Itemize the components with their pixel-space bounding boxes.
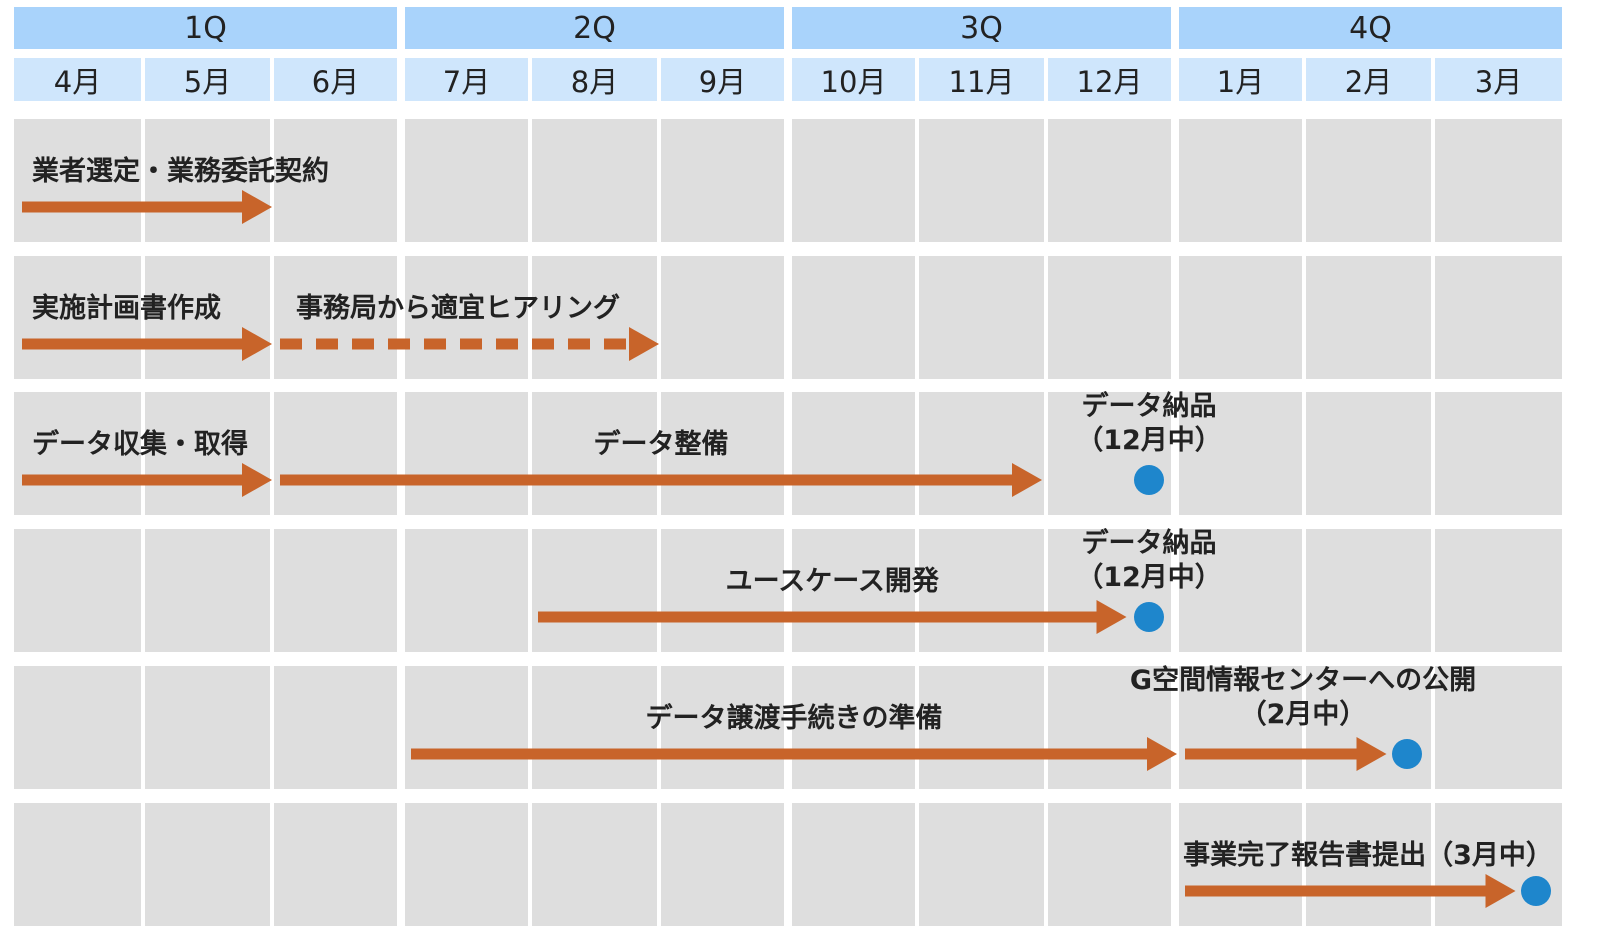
quarter-header-2q: 2Q bbox=[405, 7, 784, 49]
grid-cell bbox=[792, 119, 915, 242]
grid-cell bbox=[1179, 392, 1302, 515]
grid-cell bbox=[919, 529, 1044, 652]
grid-cell bbox=[1435, 392, 1562, 515]
grid-cell bbox=[792, 392, 915, 515]
grid-cell bbox=[1435, 666, 1562, 789]
grid-cell bbox=[1048, 256, 1171, 379]
grid-cell bbox=[274, 529, 397, 652]
grid-cell bbox=[274, 803, 397, 926]
grid-cell bbox=[1179, 529, 1302, 652]
grid-cell bbox=[792, 256, 915, 379]
grid-cell bbox=[1306, 256, 1431, 379]
grid-cell bbox=[532, 529, 657, 652]
grid-cell bbox=[405, 256, 528, 379]
task-label: データ収集・取得 bbox=[32, 429, 248, 460]
grid-cell bbox=[145, 803, 270, 926]
grid-cell bbox=[661, 666, 784, 789]
grid-cell bbox=[661, 803, 784, 926]
month-header: 4月 bbox=[14, 58, 141, 101]
grid-cell bbox=[532, 803, 657, 926]
month-header: 6月 bbox=[274, 58, 397, 101]
milestone-label-line2: （12月中） bbox=[1076, 424, 1222, 456]
milestone-label: データ納品 （12月中） bbox=[1076, 527, 1222, 595]
month-header: 12月 bbox=[1048, 58, 1171, 101]
grid-cell bbox=[1306, 803, 1431, 926]
quarter-header-3q: 3Q bbox=[792, 7, 1171, 49]
milestone-label: 事業完了報告書提出（3月中） bbox=[1183, 839, 1553, 873]
grid-cell bbox=[14, 803, 141, 926]
grid-cell bbox=[405, 529, 528, 652]
grid-cell bbox=[1048, 119, 1171, 242]
grid-cell bbox=[532, 666, 657, 789]
grid-cell bbox=[274, 666, 397, 789]
milestone-label: G空間情報センターへの公開 （2月中） bbox=[1130, 664, 1476, 732]
grid-cell bbox=[792, 803, 915, 926]
task-label: データ譲渡手続きの準備 bbox=[645, 703, 943, 734]
grid-cell bbox=[1179, 119, 1302, 242]
grid-cell bbox=[1306, 529, 1431, 652]
grid-cell bbox=[792, 666, 915, 789]
grid-cell bbox=[919, 803, 1044, 926]
month-header: 5月 bbox=[145, 58, 270, 101]
grid-cell bbox=[919, 666, 1044, 789]
grid-cell bbox=[919, 256, 1044, 379]
month-header: 11月 bbox=[919, 58, 1044, 101]
grid-cell bbox=[274, 392, 397, 515]
quarter-header-4q: 4Q bbox=[1179, 7, 1562, 49]
grid-cell bbox=[405, 119, 528, 242]
month-header: 3月 bbox=[1435, 58, 1562, 101]
milestone-label-line1: 事業完了報告書提出（3月中） bbox=[1183, 840, 1553, 871]
grid-cell bbox=[145, 666, 270, 789]
grid-cell bbox=[14, 119, 141, 242]
grid-cell bbox=[145, 529, 270, 652]
milestone-label-line2: （12月中） bbox=[1076, 561, 1222, 593]
grid-cell bbox=[792, 529, 915, 652]
grid-cell bbox=[14, 666, 141, 789]
grid-cell bbox=[1179, 666, 1302, 789]
grid-cell bbox=[532, 119, 657, 242]
milestone-label-line1: データ納品 bbox=[1081, 391, 1217, 422]
grid-cell bbox=[14, 529, 141, 652]
grid-cell bbox=[405, 666, 528, 789]
grid-cell bbox=[1435, 529, 1562, 652]
milestone-label-line1: データ納品 bbox=[1081, 528, 1217, 559]
milestone-label-line2: （2月中） bbox=[1239, 698, 1367, 730]
grid-cell bbox=[919, 119, 1044, 242]
grid-cell bbox=[919, 392, 1044, 515]
month-header: 9月 bbox=[661, 58, 784, 101]
month-header: 1月 bbox=[1179, 58, 1302, 101]
grid-cell bbox=[661, 256, 784, 379]
grid-cell bbox=[532, 392, 657, 515]
grid-cell bbox=[14, 392, 141, 515]
task-label: 事務局から適宜ヒアリング bbox=[296, 293, 620, 324]
milestone-label-line1: G空間情報センターへの公開 bbox=[1129, 665, 1477, 696]
grid-cell bbox=[1306, 119, 1431, 242]
grid-cell bbox=[405, 803, 528, 926]
quarter-header-1q: 1Q bbox=[14, 7, 397, 49]
grid-cell bbox=[14, 256, 141, 379]
grid-cell bbox=[274, 256, 397, 379]
month-header: 10月 bbox=[792, 58, 915, 101]
grid-cell bbox=[274, 119, 397, 242]
task-label: ユースケース開発 bbox=[725, 566, 939, 597]
grid-cell bbox=[1435, 119, 1562, 242]
grid-cell bbox=[661, 529, 784, 652]
task-label: 業者選定・業務委託契約 bbox=[32, 156, 329, 187]
grid-cell bbox=[1179, 803, 1302, 926]
grid-cell bbox=[661, 119, 784, 242]
grid-cell bbox=[661, 392, 784, 515]
milestone-label: データ納品 （12月中） bbox=[1076, 390, 1222, 458]
grid-cell bbox=[405, 392, 528, 515]
month-header: 8月 bbox=[532, 58, 657, 101]
grid-cell bbox=[1435, 256, 1562, 379]
month-header: 2月 bbox=[1306, 58, 1431, 101]
grid-cell bbox=[1179, 256, 1302, 379]
month-header: 7月 bbox=[405, 58, 528, 101]
grid-cell bbox=[1306, 392, 1431, 515]
task-label: 実施計画書作成 bbox=[32, 293, 221, 324]
grid-cell bbox=[1048, 803, 1171, 926]
task-label: データ整備 bbox=[593, 429, 729, 460]
